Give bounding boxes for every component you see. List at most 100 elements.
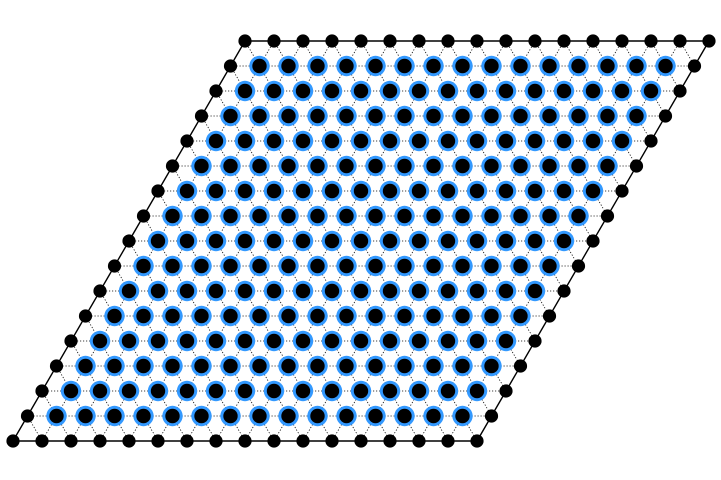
interior-node [426,58,441,74]
interior-node [310,258,325,274]
interior-node [266,233,282,249]
interior-node [252,58,267,74]
interior-node [92,333,108,349]
interior-node [411,383,427,399]
interior-node [571,58,586,74]
boundary-node [412,434,426,448]
interior-node [469,133,485,149]
interior-node [484,308,499,324]
interior-node [397,158,412,174]
interior-node [324,183,340,199]
interior-node [455,108,470,124]
interior-node [397,108,412,124]
interior-node [179,383,195,399]
boundary-node [35,434,49,448]
boundary-node [658,109,673,123]
interior-node [498,183,514,199]
interior-node [165,208,180,224]
interior-node [324,283,340,299]
interior-node [382,83,398,99]
boundary-node [470,34,484,48]
interior-node [295,383,311,399]
interior-node [426,258,441,274]
interior-node [121,283,137,299]
interior-node [614,83,630,99]
interior-node [252,308,267,324]
interior-node [208,133,224,149]
interior-node [310,308,325,324]
interior-node [150,333,166,349]
interior-node [455,308,470,324]
interior-node [382,233,398,249]
interior-node [237,233,253,249]
interior-node [310,358,325,374]
interior-node [382,133,398,149]
interior-node [237,183,253,199]
lattice-nodes [6,34,716,448]
boundary-node [180,434,194,448]
boundary-node [687,59,702,73]
interior-node [295,333,311,349]
interior-node [411,283,427,299]
interior-node [237,383,253,399]
interior-node [339,358,354,374]
interior-node [179,283,195,299]
boundary-node [107,259,122,273]
interior-node [252,408,267,424]
interior-node [585,133,601,149]
interior-node [310,108,325,124]
interior-node [353,133,369,149]
interior-node [266,83,282,99]
interior-node [513,58,528,74]
interior-node [208,283,224,299]
interior-node [252,358,267,374]
interior-node [426,208,441,224]
interior-node [324,333,340,349]
interior-node [513,258,528,274]
boundary-node [151,184,165,198]
interior-node [513,208,528,224]
interior-node [513,158,528,174]
interior-node [179,183,195,199]
boundary-node [484,409,499,423]
interior-node [498,333,514,349]
boundary-node [600,209,615,223]
interior-node [542,158,557,174]
interior-node [107,408,122,424]
interior-node [208,383,224,399]
interior-node [281,58,296,74]
interior-node [223,258,238,274]
interior-node [426,358,441,374]
interior-node [484,208,499,224]
interior-node [455,208,470,224]
boundary-node [702,34,716,48]
interior-node [136,258,151,274]
interior-node [353,383,369,399]
interior-node [426,158,441,174]
interior-node [426,408,441,424]
boundary-node [441,434,455,448]
interior-node [368,308,383,324]
interior-node [600,108,615,124]
interior-node [484,258,499,274]
interior-node [440,133,456,149]
interior-node [266,283,282,299]
interior-node [397,408,412,424]
interior-node [310,58,325,74]
boundary-node [49,359,64,373]
interior-node [339,158,354,174]
interior-node [310,408,325,424]
interior-node [542,208,557,224]
interior-node [440,183,456,199]
boundary-node [513,359,528,373]
interior-node [527,283,543,299]
interior-node [498,83,514,99]
interior-node [484,108,499,124]
interior-node [484,358,499,374]
interior-node [165,408,180,424]
interior-node [455,358,470,374]
interior-node [397,58,412,74]
boundary-node [296,434,310,448]
interior-node [339,58,354,74]
